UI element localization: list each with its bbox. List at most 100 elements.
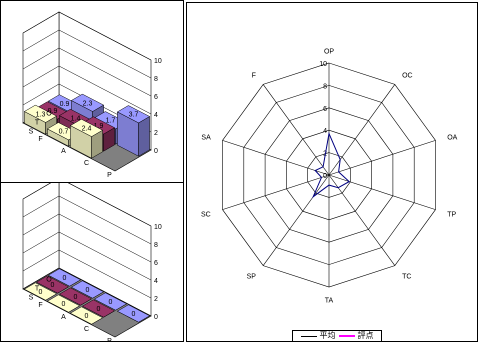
- data-label: 0: [39, 289, 43, 296]
- gridline: [22, 213, 152, 263]
- row-label: T: [35, 120, 40, 127]
- gridline: [22, 47, 152, 97]
- col-label: A: [61, 314, 66, 321]
- bar-top: [46, 294, 81, 313]
- col-label: P: [107, 338, 112, 341]
- radar-spoke: [262, 84, 330, 176]
- bar-top: [23, 104, 58, 123]
- bar3d-panel-top: 0 2 4 6 8 10 0.9 2.3 1.7 3.7 0.9 1.4 1.9 1.3 0.7 2.4 O T S…: [0, 0, 184, 184]
- gridline: [22, 11, 152, 61]
- data-label: 0: [132, 311, 136, 318]
- y-tick-label: 2: [154, 130, 158, 137]
- bar-top: [69, 118, 104, 137]
- data-label: 1.4: [71, 115, 81, 122]
- data-label: 1.3: [36, 111, 46, 118]
- data-label: 2.3: [83, 100, 93, 107]
- bar-top: [47, 268, 82, 287]
- row-label: T: [35, 286, 40, 293]
- data-label: 0: [62, 301, 66, 308]
- radar-axis-label: TA: [325, 297, 334, 304]
- bar3d-panel-bottom: 02468100000000000OTSFACP: [0, 177, 184, 345]
- radar-axis-label: SP: [247, 274, 257, 281]
- col-label: C: [84, 160, 89, 167]
- radar-series-line: [312, 131, 351, 199]
- legend-score-swatch: [338, 335, 355, 337]
- radar-spoke: [222, 174, 330, 210]
- data-label: 0.7: [59, 129, 69, 136]
- radar-axis-label: TC: [402, 274, 411, 281]
- y-tick-label: 4: [154, 278, 158, 285]
- data-label: 2.4: [82, 125, 92, 132]
- col-label: C: [84, 326, 89, 333]
- radar-tick-label: 4: [323, 128, 327, 135]
- radar-axis-label: TP: [447, 211, 456, 218]
- col-label: P: [107, 172, 112, 179]
- col-label: A: [61, 148, 66, 155]
- data-label: 1.7: [106, 118, 116, 125]
- legend-score-label: 評点: [357, 331, 374, 340]
- radar-panel: OP OC OA TP TC TA SP SC SA F 0 2 4 6 8 10: [186, 2, 478, 342]
- row-label: S: [29, 129, 34, 136]
- y-tick-label: 8: [154, 242, 158, 249]
- y-tick-label: 0: [154, 148, 158, 155]
- bar-top: [69, 306, 104, 325]
- bar-top: [116, 105, 151, 124]
- data-label: 0: [74, 294, 78, 301]
- bar-top: [70, 93, 105, 112]
- y-tick-label: 0: [154, 314, 158, 321]
- gridline: [22, 231, 152, 281]
- radar-tick-label: 8: [323, 83, 327, 90]
- data-label: 3.7: [129, 112, 139, 119]
- radar-spoke: [328, 174, 436, 210]
- bar-top: [35, 275, 70, 294]
- radar-spoke: [328, 140, 436, 176]
- gridline: [22, 249, 152, 299]
- gridline: [22, 195, 152, 245]
- radar-axis-label: SC: [201, 211, 211, 218]
- radar-tick-label: 6: [323, 106, 327, 113]
- data-label: 0.9: [48, 108, 58, 115]
- col-label: F: [38, 302, 42, 309]
- y-tick-label: 6: [154, 94, 158, 101]
- data-label: 0.9: [60, 101, 70, 108]
- row-label: O: [46, 111, 52, 118]
- bar3d-chart-bottom: 02468100000000000OTSFACP: [22, 177, 162, 345]
- radar-spoke: [328, 174, 396, 266]
- data-label: 0: [86, 287, 90, 294]
- bar-side: [138, 116, 150, 157]
- radar-tick-label: 0: [323, 173, 327, 180]
- row-label: S: [29, 295, 34, 302]
- legend-avg-label: 平均: [319, 331, 336, 340]
- col-label: F: [38, 136, 42, 143]
- data-label: 0: [97, 306, 101, 313]
- legend-avg-swatch: [300, 335, 317, 337]
- radar-axis-label: OA: [447, 135, 457, 142]
- data-label: 1.9: [94, 123, 104, 130]
- radar-tick-label: 10: [319, 61, 327, 68]
- bar-top: [58, 287, 93, 306]
- y-tick-label: 10: [154, 224, 162, 231]
- bar-top: [23, 282, 58, 301]
- data-label: 0: [109, 299, 113, 306]
- data-label: 0: [63, 275, 67, 282]
- y-tick-label: 6: [154, 260, 158, 267]
- gridline: [22, 65, 152, 115]
- radar-spoke: [262, 174, 330, 266]
- y-tick-label: 8: [154, 76, 158, 83]
- data-label: 0: [51, 282, 55, 289]
- radar-axis-label: OC: [402, 72, 413, 79]
- bar-top: [81, 299, 116, 318]
- y-tick-label: 4: [154, 112, 158, 119]
- data-label: 0: [85, 313, 89, 320]
- y-tick-label: 2: [154, 296, 158, 303]
- bar-top: [70, 280, 105, 299]
- radar-axis-label: OP: [324, 49, 334, 56]
- radar-axis-label: SA: [201, 135, 211, 142]
- y-tick-label: 10: [154, 58, 162, 65]
- bar-top: [116, 304, 151, 323]
- radar-legend: 平均 評点: [292, 330, 382, 342]
- gridline: [22, 29, 152, 79]
- radar-spoke: [222, 140, 330, 176]
- radar-axis-label: F: [252, 72, 256, 79]
